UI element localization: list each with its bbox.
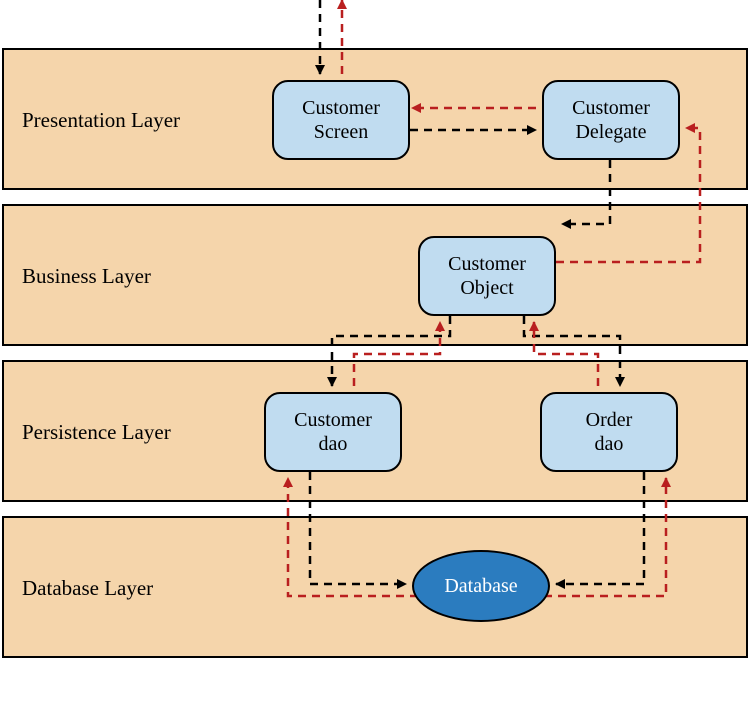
layer-label-presentation: Presentation Layer <box>22 108 180 133</box>
node-label: Database <box>444 575 517 598</box>
node-database: Database <box>412 550 550 622</box>
diagram-canvas: Presentation Layer Business Layer Persis… <box>0 0 750 725</box>
layer-label-persistence: Persistence Layer <box>22 420 171 445</box>
node-label: Orderdao <box>586 408 633 456</box>
node-customer-dao: Customerdao <box>264 392 402 472</box>
node-customer-delegate: CustomerDelegate <box>542 80 680 160</box>
node-customer-screen: CustomerScreen <box>272 80 410 160</box>
node-label: CustomerScreen <box>302 96 380 144</box>
layer-label-database: Database Layer <box>22 576 153 601</box>
node-customer-object: CustomerObject <box>418 236 556 316</box>
node-label: CustomerDelegate <box>572 96 650 144</box>
node-label: Customerdao <box>294 408 372 456</box>
node-order-dao: Orderdao <box>540 392 678 472</box>
layer-label-business: Business Layer <box>22 264 151 289</box>
node-label: CustomerObject <box>448 252 526 300</box>
